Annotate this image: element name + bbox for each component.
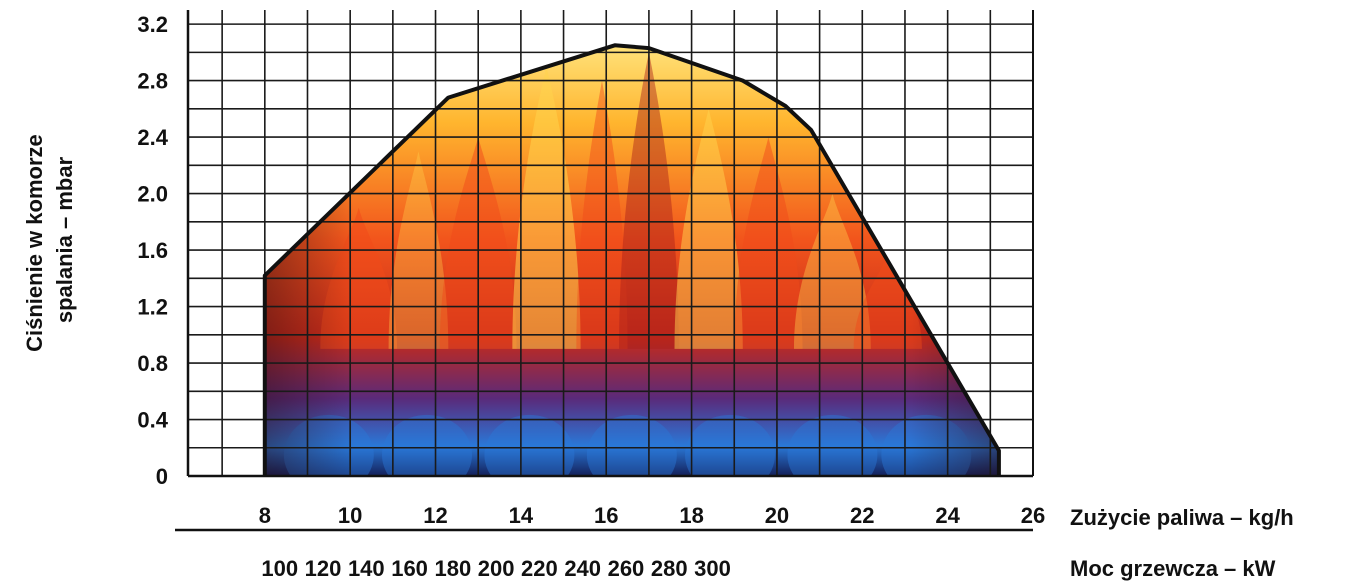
y-axis-title: Ciśnienie w komorze spalania – mbar [22, 128, 77, 352]
x-tick-label: 24 [935, 503, 960, 528]
x2-tick-label: 240 [564, 556, 601, 581]
y-tick-label: 0 [156, 464, 168, 489]
x-tick-label: 18 [679, 503, 703, 528]
x-tick-label: 14 [509, 503, 534, 528]
x2-tick-label: 260 [608, 556, 645, 581]
x2-tick-label: 220 [521, 556, 558, 581]
x-axis-title-fuel: Zużycie paliwa – kg/h [1070, 505, 1294, 530]
x-tick-labels-power: 100 120 140 160 180 200 220 240 260 280 300 [261, 556, 730, 581]
working-range-area [264, 45, 999, 477]
x2-tick-label: 140 [348, 556, 385, 581]
x-tick-label: 26 [1021, 503, 1045, 528]
x-tick-label: 22 [850, 503, 874, 528]
x2-tick-label: 120 [305, 556, 342, 581]
y-tick-labels: 0 0.4 0.8 1.2 1.6 2.0 2.4 2.8 3.2 [137, 12, 168, 489]
y-tick-label: 1.6 [137, 238, 168, 263]
x-tick-label: 8 [259, 503, 271, 528]
x2-tick-label: 300 [694, 556, 731, 581]
x2-tick-label: 180 [434, 556, 471, 581]
axes [175, 10, 1034, 532]
y-tick-label: 0.4 [137, 408, 168, 433]
x2-tick-label: 160 [391, 556, 428, 581]
x-tick-label: 12 [423, 503, 447, 528]
y-tick-label: 1.2 [137, 295, 168, 320]
x-axis-title-power: Moc grzewcza – kW [1070, 556, 1276, 581]
x-tick-label: 20 [765, 503, 789, 528]
x2-tick-label: 200 [478, 556, 515, 581]
y-tick-label: 3.2 [137, 12, 168, 37]
y-tick-label: 2.8 [137, 69, 168, 94]
x2-tick-label: 100 [261, 556, 298, 581]
working-range-outline [262, 43, 1001, 476]
x-tick-label: 10 [338, 503, 362, 528]
x-tick-labels-fuel: 8 10 12 14 16 18 20 22 24 26 [259, 503, 1046, 528]
y-tick-label: 2.0 [137, 182, 168, 207]
y-tick-label: 0.8 [137, 351, 168, 376]
x2-tick-label: 280 [651, 556, 688, 581]
y-tick-label: 2.4 [137, 125, 168, 150]
x-tick-label: 16 [594, 503, 618, 528]
